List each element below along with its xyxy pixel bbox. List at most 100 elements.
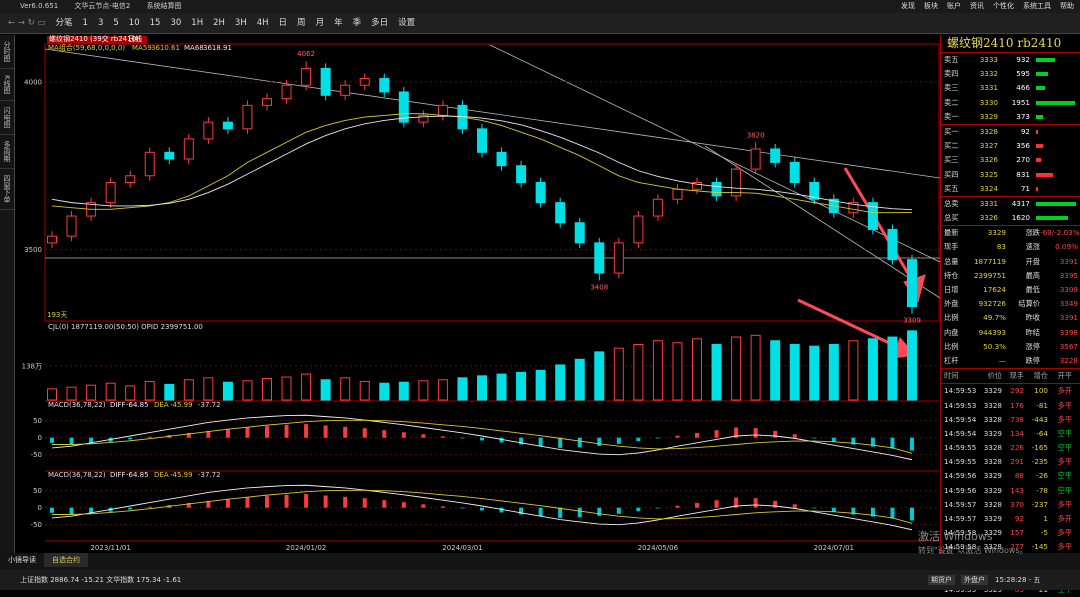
toolbar-item[interactable]: 日 [278,18,288,28]
quote-cell: 1 [1043,514,1048,523]
quote-cell: 3327 [979,141,998,151]
volume-bar [594,351,605,401]
y-tick-label: 3500 [24,246,42,254]
toolbar-item[interactable]: 年 [334,18,343,28]
candle-body [144,151,155,177]
quote-cell: -237 [1031,499,1048,509]
y-tick-label: 0 [38,434,42,442]
menu-item[interactable]: 系统工具 [1023,2,1051,10]
quote-cell: 3328 [983,443,1002,453]
quote-row: 14:59:55 3328 291 -235 多平 [941,455,1080,469]
quote-row: 14:59:57 3328 370 -237 多平 [941,498,1080,512]
quote-cell: 3328 [983,414,1002,424]
bottom-tabs: 小镜导读 自选合约 [0,553,1080,567]
candle-body [379,78,390,93]
screen[interactable]: 系统结算图 [146,2,182,10]
toolbar-item[interactable]: 1 [82,18,88,28]
menu-item[interactable]: 帮助 [1060,2,1074,10]
panel-title: MACD(36,78,22) [48,471,106,479]
quote-cell: -81 [1036,400,1048,410]
candle-body [887,228,898,261]
quote-cell: 4317 [1011,198,1030,208]
quote-cell: 50.3% [983,341,1006,351]
quote-cell: 3329 [979,111,998,121]
toolbar-item[interactable]: 3H [234,18,247,28]
toolbar-item[interactable]: 15 [149,18,161,28]
candle-body [633,215,644,244]
toolbar-item[interactable]: 4H [256,18,269,28]
quote-row: 比例 50.3% 涨停 3567 [941,340,1080,354]
quote-row: 买二 3327 356 [941,139,1080,153]
quote-cell: 卖一 [944,111,959,121]
quote-cell: 开盘 [1025,256,1040,266]
toolbar-item[interactable]: 季 [352,18,362,28]
y-tick-label: 50 [33,487,42,495]
quote-row: 买三 3326 270 [941,153,1080,167]
quote-row: 现手 83 速涨 0.09% [941,240,1080,254]
note: 193天 [47,311,67,319]
bottom-tab[interactable]: 自选合约 [44,553,88,567]
sidebar: 分时图 K线图 闪电图 多周期 四窗下单 [0,35,15,553]
account-button[interactable]: 外盘户 [961,575,988,585]
bottom-tab[interactable]: 小镜导读 [8,556,36,564]
side-tab[interactable]: K线图 [0,69,14,101]
toolbar-item[interactable]: 1H [191,18,204,28]
side-tab[interactable]: 多周期 [0,135,14,169]
x-tick-label: 2023/11/01 [90,544,130,552]
node[interactable]: 文华云节点-电信2 [74,2,131,10]
quote-cell: 买一 [944,126,959,136]
menu-item[interactable]: 资讯 [970,2,984,10]
quote-cell: 多平 [1057,400,1072,410]
quote-cell: -443 [1031,414,1048,424]
quote-cell: — [998,355,1006,365]
menu-item[interactable]: 个性化 [993,2,1014,10]
quote-row: 买一 3328 92 [941,125,1080,139]
line-diff [51,484,913,531]
line-dea [52,489,913,524]
candle-body [222,121,233,130]
candle-body [437,104,448,116]
volume-bar [203,377,214,401]
quote-cell: 0.09% [1055,242,1078,252]
menu-item[interactable]: 板块 [924,2,938,10]
depth-bar [1036,201,1076,206]
quote-cell: 3398 [1059,327,1078,337]
side-tab[interactable]: 闪电图 [0,101,14,135]
y-tick-label: -50 [31,451,42,459]
volume-bar [418,380,429,401]
volume-bar [340,377,351,401]
toolbar-item[interactable]: 设置 [398,18,416,28]
quote-section: 总卖 3331 4317 总买 3326 1620 [941,197,1080,227]
toolbar-item[interactable]: 月 [315,18,325,28]
quote-cell: 92 [1014,514,1024,523]
volume-bar [477,375,487,401]
x-tick-label: 2024/03/01 [442,544,482,552]
toolbar-item[interactable]: 10 [128,18,140,28]
quote-cell: 466 [1016,83,1030,93]
candle-body [789,161,800,184]
toolbar-item[interactable]: 3 [97,18,104,28]
toolbar-item[interactable]: 5 [113,18,119,28]
toolbar-item[interactable]: 2H [213,18,225,28]
quote-cell: 14:59:53 [944,400,977,410]
menu-item[interactable]: 账户 [947,2,961,10]
candle-body [516,165,527,183]
quote-cell: 3329 [983,485,1002,495]
toolbar-item[interactable]: 30 [170,18,182,28]
toolbar-item[interactable]: 多日 [371,18,389,28]
quote-cell: 14:59:57 [944,499,977,509]
menu-item[interactable]: 发现 [901,2,915,10]
side-tab[interactable]: 四窗下单 [0,169,14,210]
quote-cell: 杠杆 [944,355,959,365]
toolbar-item[interactable]: 周 [297,18,306,28]
toolbar-item[interactable]: 分笔 [55,18,73,28]
volume-bar [183,379,194,401]
quote-cell: 3330 [979,97,998,107]
quote-cell: 昨收 [1025,313,1040,323]
quote-cell: 17624 [983,285,1006,294]
side-tab[interactable]: 分时图 [0,35,14,69]
quote-cell: 总买 [944,213,959,223]
volume-bar [457,377,468,401]
quote-row: 14:59:54 3329 134 -64 空平 [941,427,1080,441]
account-button[interactable]: 期货户 [928,575,955,585]
